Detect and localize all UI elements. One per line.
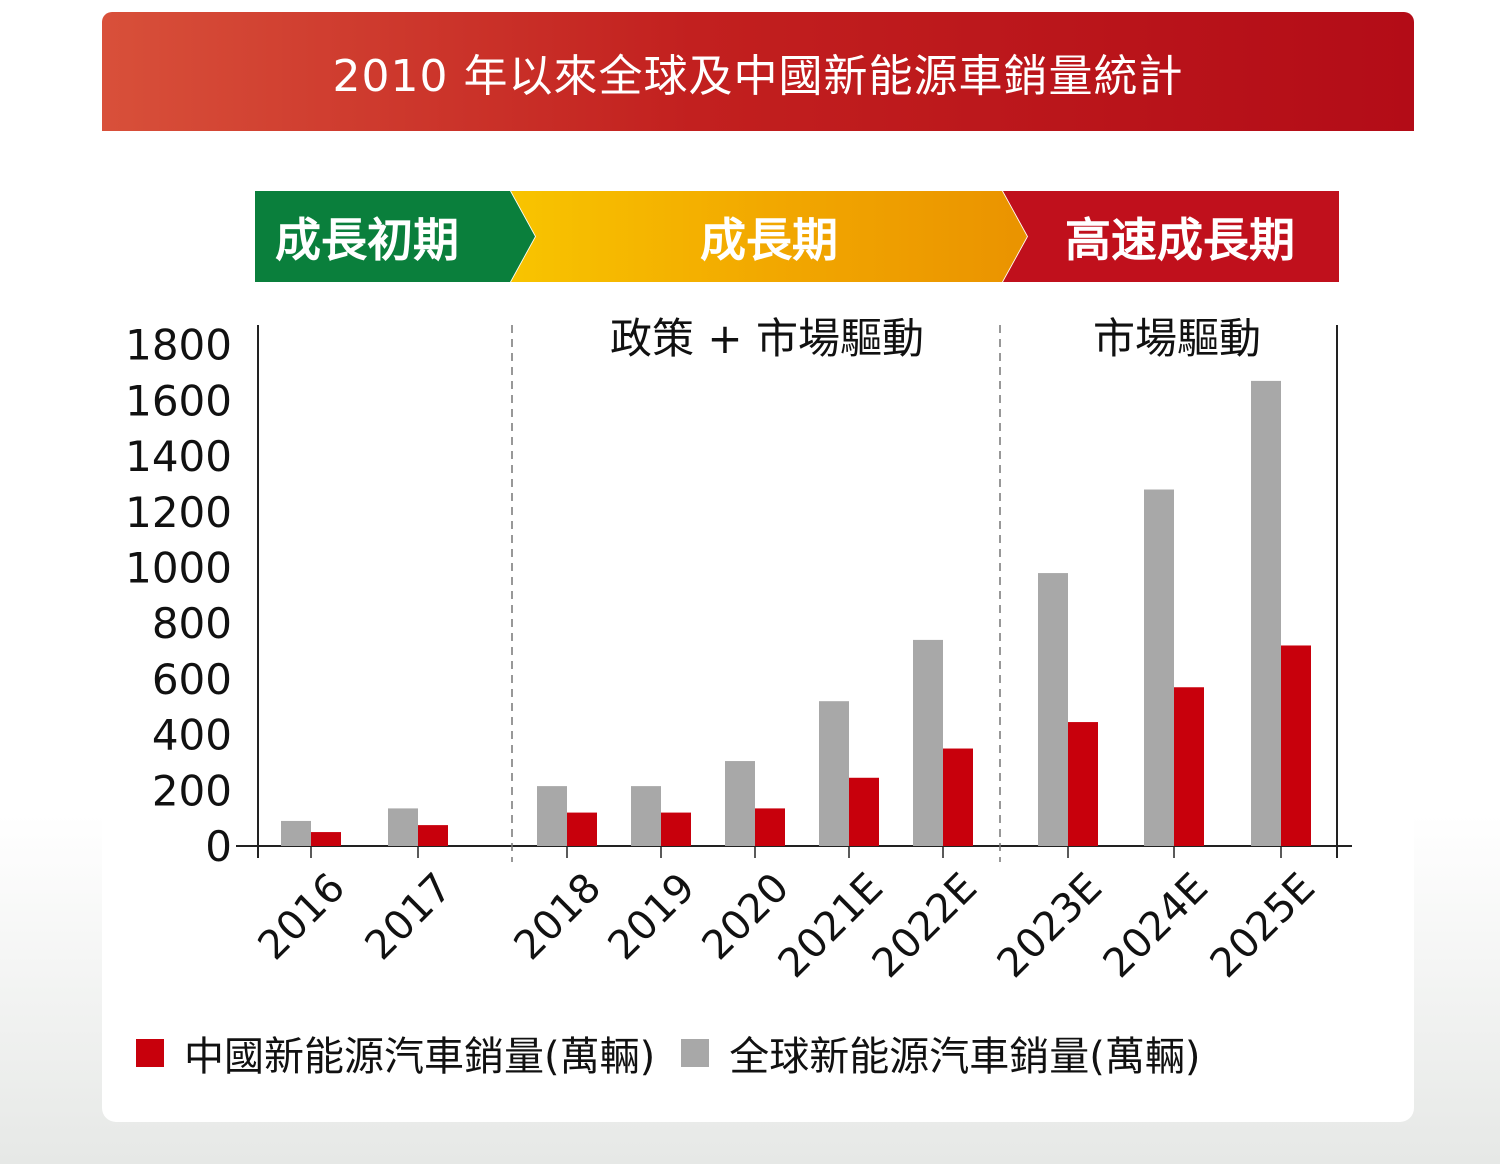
bar-china-2021E <box>849 777 879 846</box>
x-tick-label-2025E: 2025E <box>1202 865 1324 987</box>
bar-china-2025E <box>1281 645 1311 846</box>
chart-bars <box>281 380 1311 846</box>
legend-item-global: 全球新能源汽車銷量(萬輛) <box>681 1024 1200 1082</box>
chart-title: 2010 年以來全球及中國新能源車銷量統計 <box>332 50 1184 102</box>
y-tick-label: 1400 <box>125 432 232 481</box>
x-tick-label-2024E: 2024E <box>1095 865 1217 987</box>
phase-rapid-growth-label: 高速成長期 <box>1065 212 1295 267</box>
phase-early-growth: 成長初期 <box>255 191 535 282</box>
legend-swatch-global <box>681 1039 710 1067</box>
bar-global-2020 <box>725 761 755 846</box>
y-tick-label: 400 <box>152 711 232 760</box>
bar-global-2024E <box>1144 489 1174 846</box>
bar-global-2023E <box>1038 573 1068 846</box>
y-tick-label: 600 <box>152 655 232 704</box>
phase-rapid-growth: 高速成長期 <box>1003 191 1339 282</box>
chart-legend: 中國新能源汽車銷量(萬輛) 全球新能源汽車銷量(萬輛) <box>136 1028 1226 1080</box>
title-banner: 2010 年以來全球及中國新能源車銷量統計 <box>102 12 1414 131</box>
bar-china-2019 <box>661 812 691 846</box>
driver-label-market: 市場驅動 <box>1093 314 1261 363</box>
bar-global-2016 <box>281 820 311 846</box>
bar-global-2022E <box>913 639 943 846</box>
bar-china-2016 <box>311 832 341 846</box>
x-tick-label-2023E: 2023E <box>989 865 1111 987</box>
x-tick-label-2018: 2018 <box>506 865 611 970</box>
legend-label-global: 全球新能源汽車銷量(萬輛) <box>729 1034 1201 1080</box>
y-tick-label: 1000 <box>125 544 232 593</box>
legend-item-china: 中國新能源汽車銷量(萬輛) <box>136 1024 655 1082</box>
bar-global-2018 <box>537 786 567 846</box>
y-tick-label: 0 <box>205 822 232 871</box>
bar-global-2017 <box>388 808 418 846</box>
bar-china-2023E <box>1068 722 1098 846</box>
bar-china-2018 <box>567 812 597 846</box>
bar-china-2022E <box>943 748 973 846</box>
bar-global-2025E <box>1251 380 1281 846</box>
x-tick-label-2022E: 2022E <box>864 865 986 987</box>
driver-label-policy-market: 政策 + 市場驅動 <box>610 314 924 363</box>
y-tick-label: 800 <box>152 599 232 648</box>
bar-china-2017 <box>418 825 448 846</box>
y-tick-label: 1600 <box>125 376 232 425</box>
x-tick-label-2019: 2019 <box>600 865 705 970</box>
bar-china-2024E <box>1174 687 1204 846</box>
x-tick-label-2016: 2016 <box>250 865 355 970</box>
y-tick-label: 1800 <box>125 321 232 370</box>
bar-china-2020 <box>755 808 785 846</box>
x-tick-label-2017: 2017 <box>357 865 462 970</box>
x-tick-label-2021E: 2021E <box>770 865 892 987</box>
y-tick-label: 200 <box>152 766 232 815</box>
y-tick-label: 1200 <box>125 488 232 537</box>
legend-swatch-china <box>136 1039 164 1067</box>
bar-global-2021E <box>819 701 849 846</box>
bar-global-2019 <box>631 786 661 846</box>
phase-growth: 成長期 <box>511 191 1027 282</box>
phase-growth-label: 成長期 <box>700 212 838 267</box>
legend-label-china: 中國新能源汽車銷量(萬輛) <box>184 1034 656 1080</box>
phase-early-growth-label: 成長初期 <box>275 212 459 267</box>
